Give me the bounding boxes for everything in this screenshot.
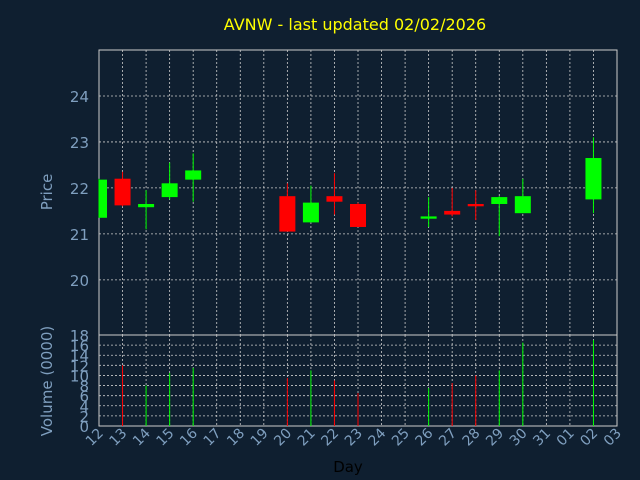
price-tick-label: 20	[70, 272, 89, 290]
candle-body	[185, 170, 202, 180]
x-axis-label: Day	[333, 458, 363, 476]
volume-tick-label: 6	[79, 388, 89, 406]
volume-tick-label: 12	[70, 357, 89, 375]
volume-tick-label: 2	[79, 408, 89, 426]
volume-tick-label: 18	[70, 327, 89, 345]
volume-tick-label: 16	[70, 337, 89, 355]
candle-body	[585, 158, 602, 200]
candle-body	[514, 196, 531, 214]
candle-body	[491, 197, 508, 204]
price-tick-label: 23	[70, 134, 89, 152]
volume-tick-label: 0	[79, 418, 89, 436]
volume-axis-label: Volume (0000)	[38, 326, 56, 436]
candle-body	[302, 202, 319, 223]
price-tick-label: 22	[70, 180, 89, 198]
candle-body	[279, 196, 296, 232]
price-axis-label: Price	[38, 174, 56, 211]
candle-body	[326, 196, 343, 202]
candle-body	[444, 210, 461, 215]
candle-body	[99, 179, 107, 218]
volume-tick-label: 8	[79, 378, 89, 396]
candle-body	[114, 178, 131, 206]
candle-body	[467, 203, 484, 207]
volume-tick-label: 10	[70, 367, 89, 385]
price-panel: 20 21 22 23 24	[70, 49, 618, 336]
price-tick-label: 21	[70, 226, 89, 244]
candle-body	[138, 203, 155, 208]
volume-tick-label: 14	[70, 347, 89, 365]
candle-body	[161, 183, 178, 198]
x-axis: 12 13 14 15 16 17 18 19 20 21 22 23 24 25 26 27 28 29 30 31…	[83, 425, 625, 449]
price-tick-label: 24	[70, 88, 89, 106]
volume-tick-label: 4	[79, 398, 89, 416]
candle-body	[420, 216, 437, 219]
candle-body	[350, 203, 366, 227]
chart-title: AVNW - last updated 02/02/2026	[224, 15, 486, 34]
